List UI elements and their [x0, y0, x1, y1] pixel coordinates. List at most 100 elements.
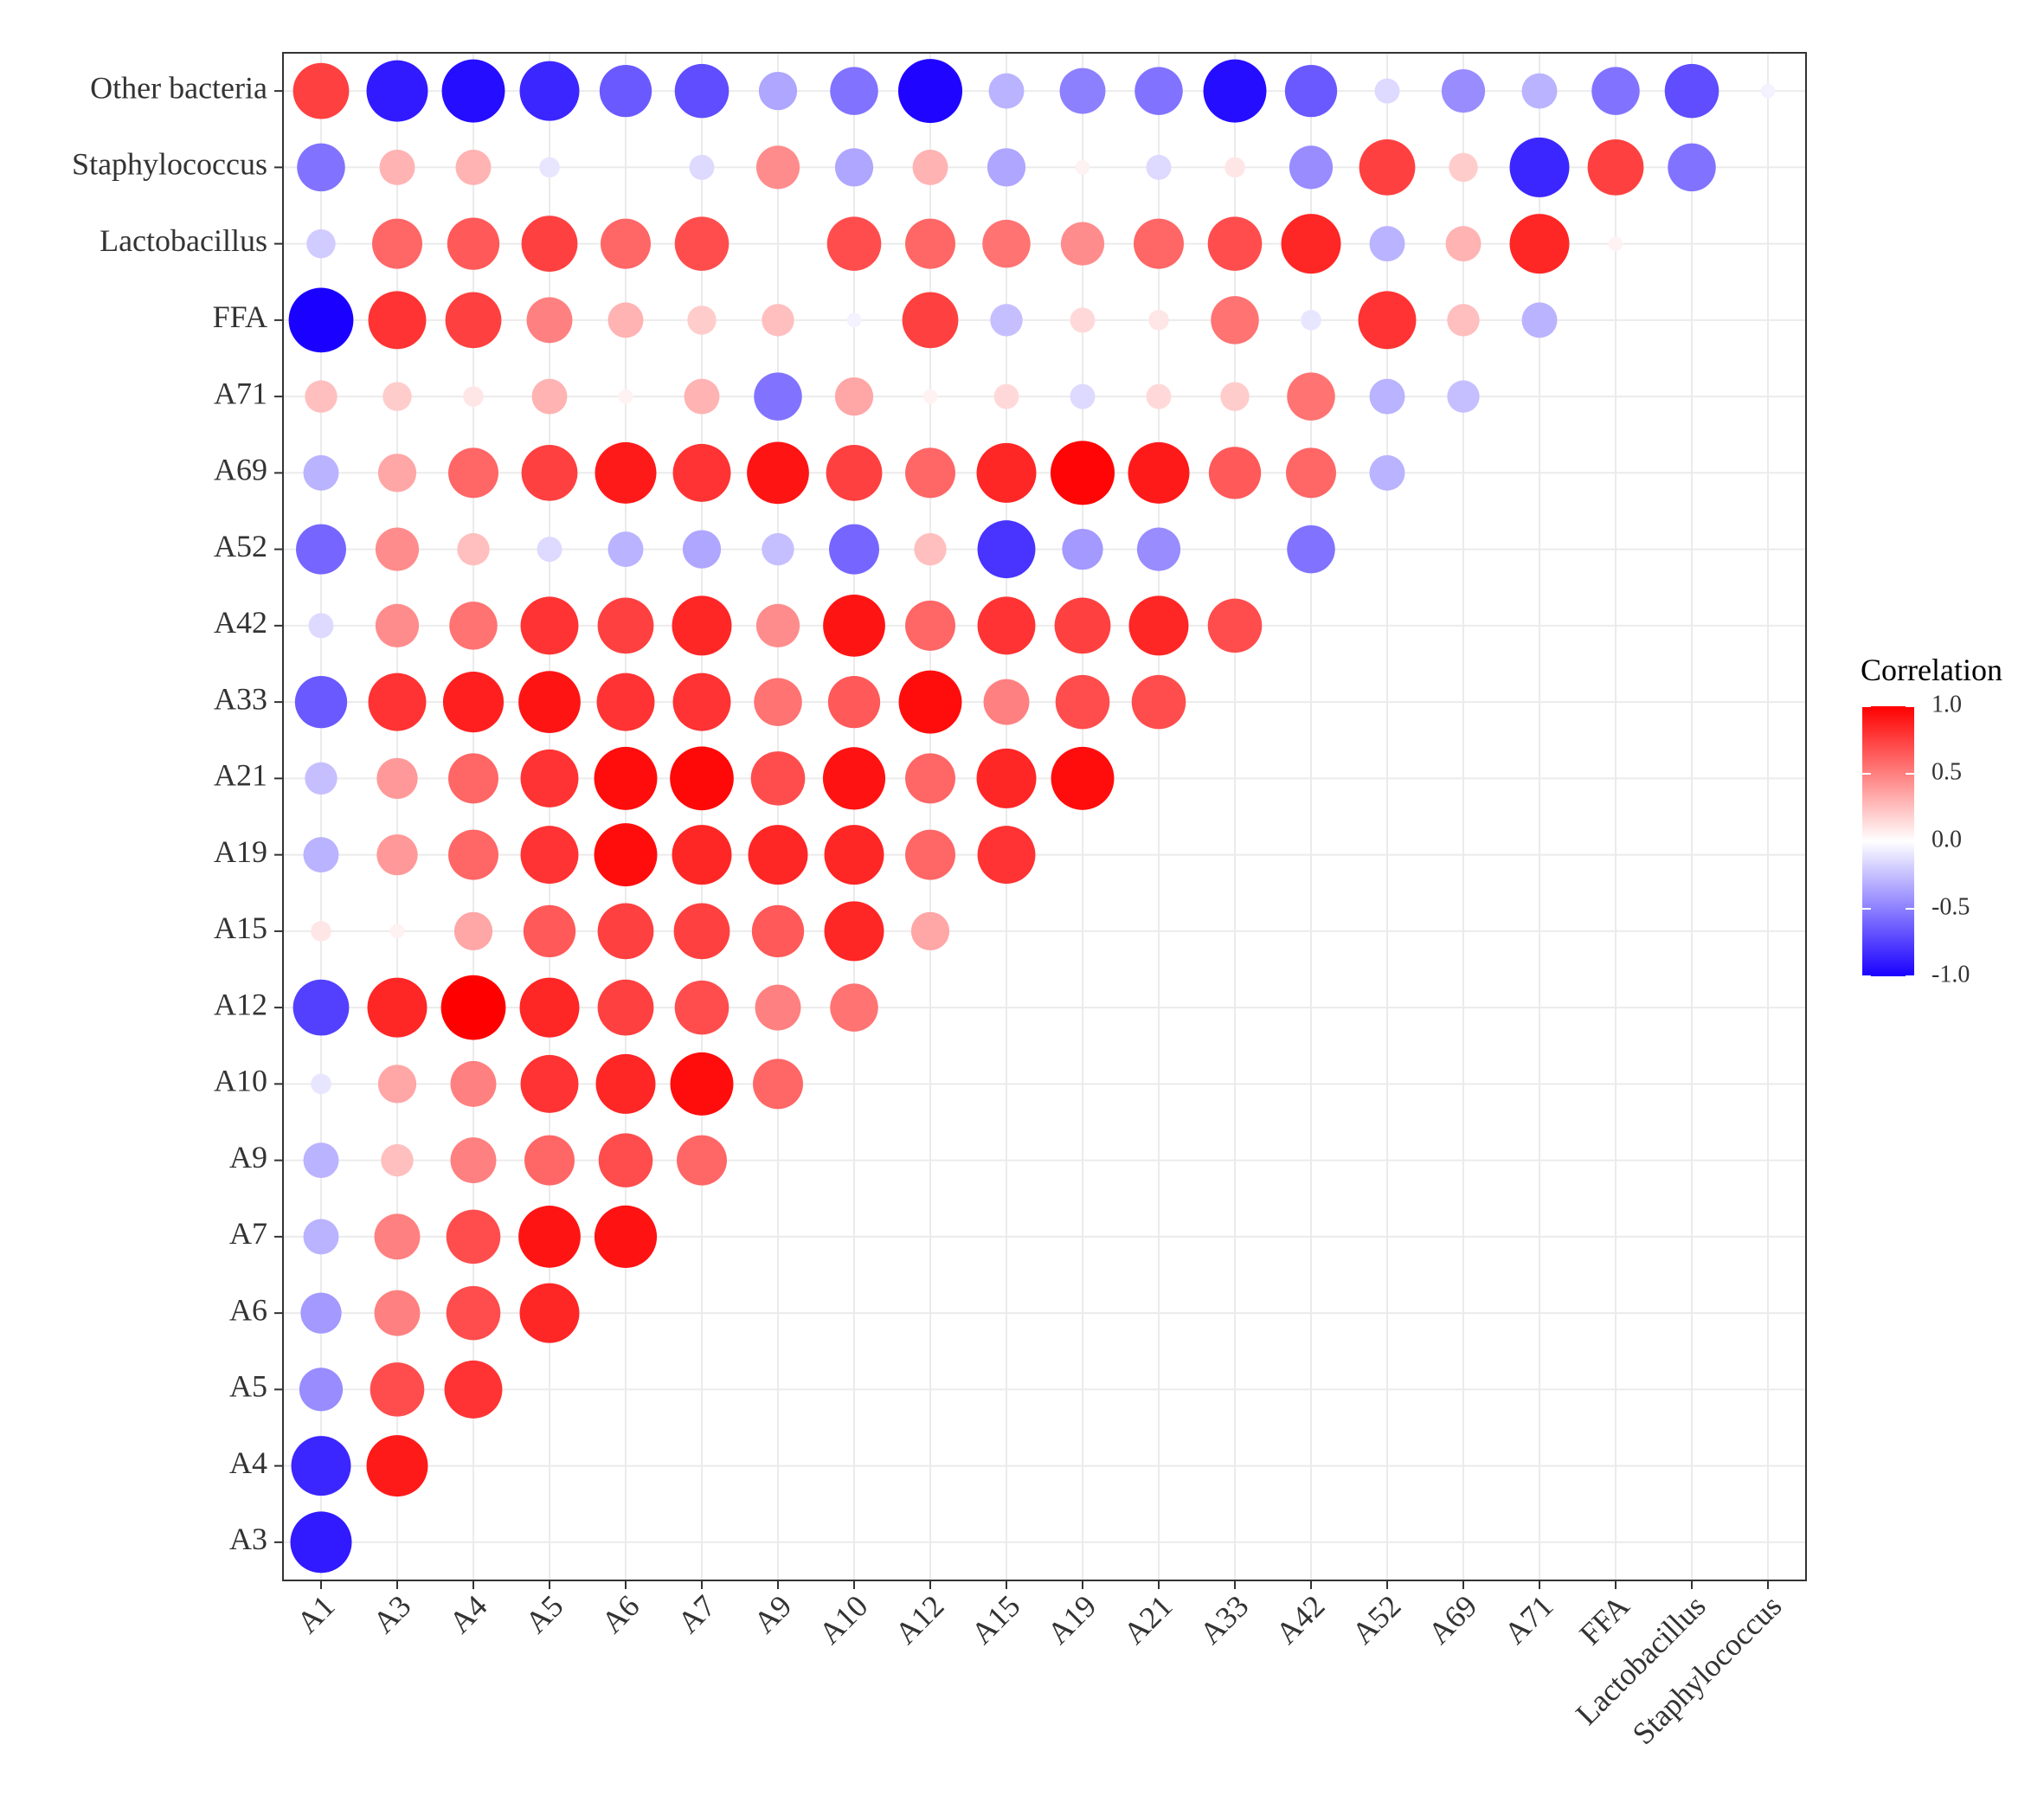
correlation-point [753, 1059, 803, 1110]
correlation-point [303, 1219, 339, 1255]
correlation-point [1447, 304, 1480, 337]
correlation-point [670, 746, 734, 811]
correlation-point [520, 1054, 579, 1113]
y-tick-label: A5 [229, 1369, 267, 1404]
y-tick-label: Other bacteria [90, 70, 267, 105]
correlation-point [846, 312, 862, 328]
correlation-point [1445, 226, 1482, 262]
correlation-point [976, 748, 1037, 808]
correlation-point [292, 62, 350, 119]
correlation-point [1760, 83, 1776, 99]
x-tick-label: A42 [1269, 1588, 1331, 1651]
correlation-point [1287, 525, 1335, 574]
correlation-point [1051, 746, 1115, 810]
correlation-point [682, 530, 722, 569]
correlation-point [455, 149, 492, 185]
correlation-point [1668, 143, 1716, 192]
correlation-point [449, 602, 498, 650]
correlation-point [526, 297, 573, 344]
correlation-point [1060, 222, 1105, 266]
correlation-point [977, 596, 1036, 655]
correlation-point [823, 595, 885, 657]
correlation-point [607, 531, 644, 568]
correlation-point [448, 753, 498, 804]
correlation-point [292, 979, 350, 1036]
correlation-point [368, 291, 427, 350]
correlation-point [381, 1143, 414, 1177]
correlation-point [288, 287, 354, 353]
correlation-point [1136, 527, 1181, 571]
correlation-point [1369, 226, 1405, 262]
y-axis: Other bacteria Staphylococcus Lactobacillu… [72, 70, 283, 1556]
correlation-point [303, 454, 339, 491]
correlation-point [291, 1436, 351, 1496]
legend-tick-label: -0.5 [1932, 893, 1970, 920]
panel-background [283, 53, 1806, 1580]
correlation-point [905, 218, 955, 269]
correlation-point [750, 751, 806, 806]
y-tick-label: A7 [229, 1216, 267, 1251]
correlation-point [440, 975, 506, 1040]
x-tick-label: FFA [1572, 1588, 1636, 1651]
correlation-point [822, 747, 886, 810]
correlation-point [441, 59, 505, 123]
correlation-point [905, 447, 955, 499]
correlation-point [300, 1292, 342, 1334]
x-tick-label: A1 [290, 1588, 341, 1639]
correlation-point [1070, 307, 1096, 333]
correlation-point [297, 143, 345, 192]
y-tick-label: FFA [213, 299, 267, 334]
correlation-point [1220, 382, 1250, 411]
correlation-point [308, 613, 334, 639]
x-tick-label: A12 [888, 1588, 950, 1651]
correlation-point [1128, 595, 1189, 656]
correlation-point [987, 148, 1026, 187]
y-tick-label: A4 [229, 1445, 267, 1480]
correlation-point [1664, 63, 1719, 119]
correlation-point [1521, 302, 1558, 338]
correlation-point [834, 148, 874, 187]
correlation-point [912, 149, 948, 185]
y-tick-label: Lactobacillus [100, 223, 267, 258]
x-tick-label: A9 [747, 1588, 798, 1639]
correlation-point [375, 603, 420, 647]
correlation-point [755, 145, 800, 190]
y-tick-label: A9 [229, 1140, 267, 1175]
correlation-point [367, 977, 427, 1038]
legend-tick-label: 0.5 [1932, 758, 1962, 785]
correlation-point [531, 378, 568, 415]
correlation-point [596, 673, 655, 731]
correlation-point [762, 304, 794, 337]
correlation-point [463, 386, 484, 407]
correlation-point [518, 1206, 581, 1268]
correlation-point [758, 71, 798, 111]
correlation-point [1521, 73, 1558, 109]
correlation-point [1211, 296, 1259, 344]
correlation-point [389, 924, 405, 939]
correlation-point [905, 829, 955, 880]
correlation-point [607, 302, 644, 338]
legend-ticks: 1.0 0.5 0.0 -0.5 -1.0 [1862, 691, 1970, 988]
correlation-point [306, 228, 336, 259]
y-tick-label: A52 [214, 529, 267, 563]
y-tick-label: A19 [214, 834, 267, 869]
x-tick-label: A3 [366, 1588, 417, 1639]
correlation-point [1134, 218, 1184, 269]
legend: Correlation 1.0 0.5 0.0 -0.5 -1.0 [1861, 653, 2002, 988]
correlation-point [755, 603, 800, 647]
correlation-point [977, 826, 1036, 885]
correlation-point [976, 442, 1037, 503]
correlation-point [311, 1073, 331, 1095]
y-tick-label: A69 [214, 453, 267, 487]
correlation-point [914, 532, 947, 566]
correlation-point [993, 383, 1019, 409]
x-tick-label: A52 [1345, 1588, 1407, 1651]
correlation-point [905, 753, 955, 804]
correlation-point [1146, 383, 1172, 409]
correlation-point [762, 532, 794, 566]
correlation-point [520, 749, 579, 808]
correlation-point [830, 67, 878, 115]
correlation-point [594, 823, 658, 887]
correlation-point [754, 678, 802, 726]
correlation-point [1591, 67, 1640, 115]
